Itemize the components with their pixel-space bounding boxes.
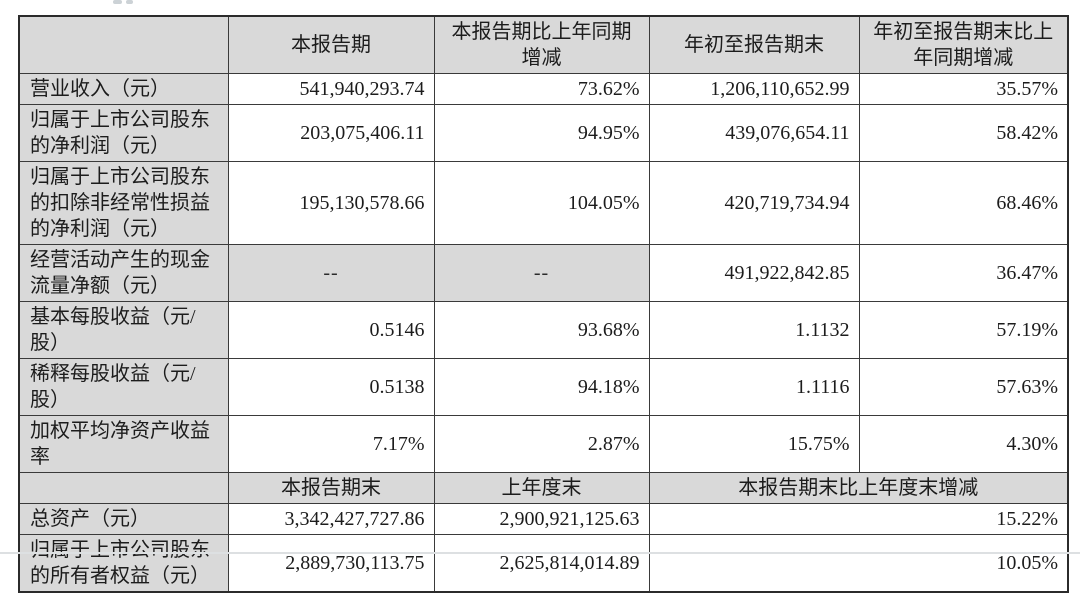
- cropped-text-remnant: [126, 0, 133, 4]
- header-cell-ytd: 年初至报告期末: [648, 15, 860, 74]
- row-label-cell: 营业收入（元）: [18, 73, 229, 105]
- value-cell: 73.62%: [433, 73, 650, 105]
- value-cell: 57.19%: [858, 301, 1069, 359]
- subheader-cell-period-end: 本报告期末: [227, 472, 435, 504]
- value-cell: 3,342,427,727.86: [227, 503, 435, 535]
- value-cell: 94.95%: [433, 104, 650, 162]
- value-cell: 2,900,921,125.63: [433, 503, 650, 535]
- value-cell: 2,625,814,014.89: [433, 534, 650, 593]
- header-cell-current-period: 本报告期: [227, 15, 435, 74]
- table-row-owners-equity: 归属于上市公司股东 的所有者权益（元） 2,889,730,113.75 2,6…: [18, 534, 1069, 593]
- value-cell: 68.46%: [858, 161, 1069, 245]
- value-cell: 2,889,730,113.75: [227, 534, 435, 593]
- subheader-cell-change-vs-prev-year-end: 本报告期末比上年度末增减: [648, 472, 1069, 504]
- value-cell: 439,076,654.11: [648, 104, 860, 162]
- value-cell: 1.1116: [648, 358, 860, 416]
- subheader-cell-empty: [18, 472, 229, 504]
- value-cell: 491,922,842.85: [648, 244, 860, 302]
- value-cell: 10.05%: [648, 534, 1069, 593]
- value-cell: 7.17%: [227, 415, 435, 473]
- page-bottom-rule: [0, 552, 1080, 554]
- table-row-weighted-avg-roe: 加权平均净资产收益 率 7.17% 2.87% 15.75% 4.30%: [18, 415, 1069, 473]
- value-cell: 420,719,734.94: [648, 161, 860, 245]
- header-cell-ytd-yoy-change: 年初至报告期末比上 年同期增减: [858, 15, 1069, 74]
- table-row-diluted-eps: 稀释每股收益（元/ 股） 0.5138 94.18% 1.1116 57.63%: [18, 358, 1069, 416]
- table-header-row: 本报告期 本报告期比上年同期 增减 年初至报告期末 年初至报告期末比上 年同期增…: [18, 15, 1069, 74]
- value-cell: 1.1132: [648, 301, 860, 359]
- table-row-operating-cash-flow: 经营活动产生的现金 流量净额（元） -- -- 491,922,842.85 3…: [18, 244, 1069, 302]
- value-cell: 1,206,110,652.99: [648, 73, 860, 105]
- row-label-cell: 稀释每股收益（元/ 股）: [18, 358, 229, 416]
- value-cell: 0.5138: [227, 358, 435, 416]
- value-cell: 104.05%: [433, 161, 650, 245]
- row-label-cell: 归属于上市公司股东 的扣除非经常性损益 的净利润（元）: [18, 161, 229, 245]
- table-row-net-profit-excl-nonrecurring: 归属于上市公司股东 的扣除非经常性损益 的净利润（元） 195,130,578.…: [18, 161, 1069, 245]
- value-cell: 58.42%: [858, 104, 1069, 162]
- header-cell-empty: [18, 15, 229, 74]
- row-label-cell: 经营活动产生的现金 流量净额（元）: [18, 244, 229, 302]
- cropped-text-remnant: [113, 0, 122, 4]
- subheader-cell-prev-year-end: 上年度末: [433, 472, 650, 504]
- value-cell: 36.47%: [858, 244, 1069, 302]
- table-subheader-row: 本报告期末 上年度末 本报告期末比上年度末增减: [18, 472, 1069, 504]
- value-cell: 4.30%: [858, 415, 1069, 473]
- value-cell: 57.63%: [858, 358, 1069, 416]
- value-cell: 15.22%: [648, 503, 1069, 535]
- row-label-cell: 总资产（元）: [18, 503, 229, 535]
- value-cell-na: --: [227, 244, 435, 302]
- value-cell: 2.87%: [433, 415, 650, 473]
- value-cell: 195,130,578.66: [227, 161, 435, 245]
- row-label-cell: 归属于上市公司股东 的所有者权益（元）: [18, 534, 229, 593]
- table-row-revenue: 营业收入（元） 541,940,293.74 73.62% 1,206,110,…: [18, 73, 1069, 105]
- table-row-basic-eps: 基本每股收益（元/ 股） 0.5146 93.68% 1.1132 57.19%: [18, 301, 1069, 359]
- value-cell: 0.5146: [227, 301, 435, 359]
- value-cell: 93.68%: [433, 301, 650, 359]
- header-cell-yoy-change: 本报告期比上年同期 增减: [433, 15, 650, 74]
- value-cell: 94.18%: [433, 358, 650, 416]
- row-label-cell: 归属于上市公司股东 的净利润（元）: [18, 104, 229, 162]
- row-label-cell: 加权平均净资产收益 率: [18, 415, 229, 473]
- value-cell: 35.57%: [858, 73, 1069, 105]
- value-cell: 15.75%: [648, 415, 860, 473]
- row-label-cell: 基本每股收益（元/ 股）: [18, 301, 229, 359]
- financial-summary-table: 本报告期 本报告期比上年同期 增减 年初至报告期末 年初至报告期末比上 年同期增…: [18, 15, 1069, 593]
- value-cell-na: --: [433, 244, 650, 302]
- value-cell: 541,940,293.74: [227, 73, 435, 105]
- value-cell: 203,075,406.11: [227, 104, 435, 162]
- table-row-net-profit: 归属于上市公司股东 的净利润（元） 203,075,406.11 94.95% …: [18, 104, 1069, 162]
- table-row-total-assets: 总资产（元） 3,342,427,727.86 2,900,921,125.63…: [18, 503, 1069, 535]
